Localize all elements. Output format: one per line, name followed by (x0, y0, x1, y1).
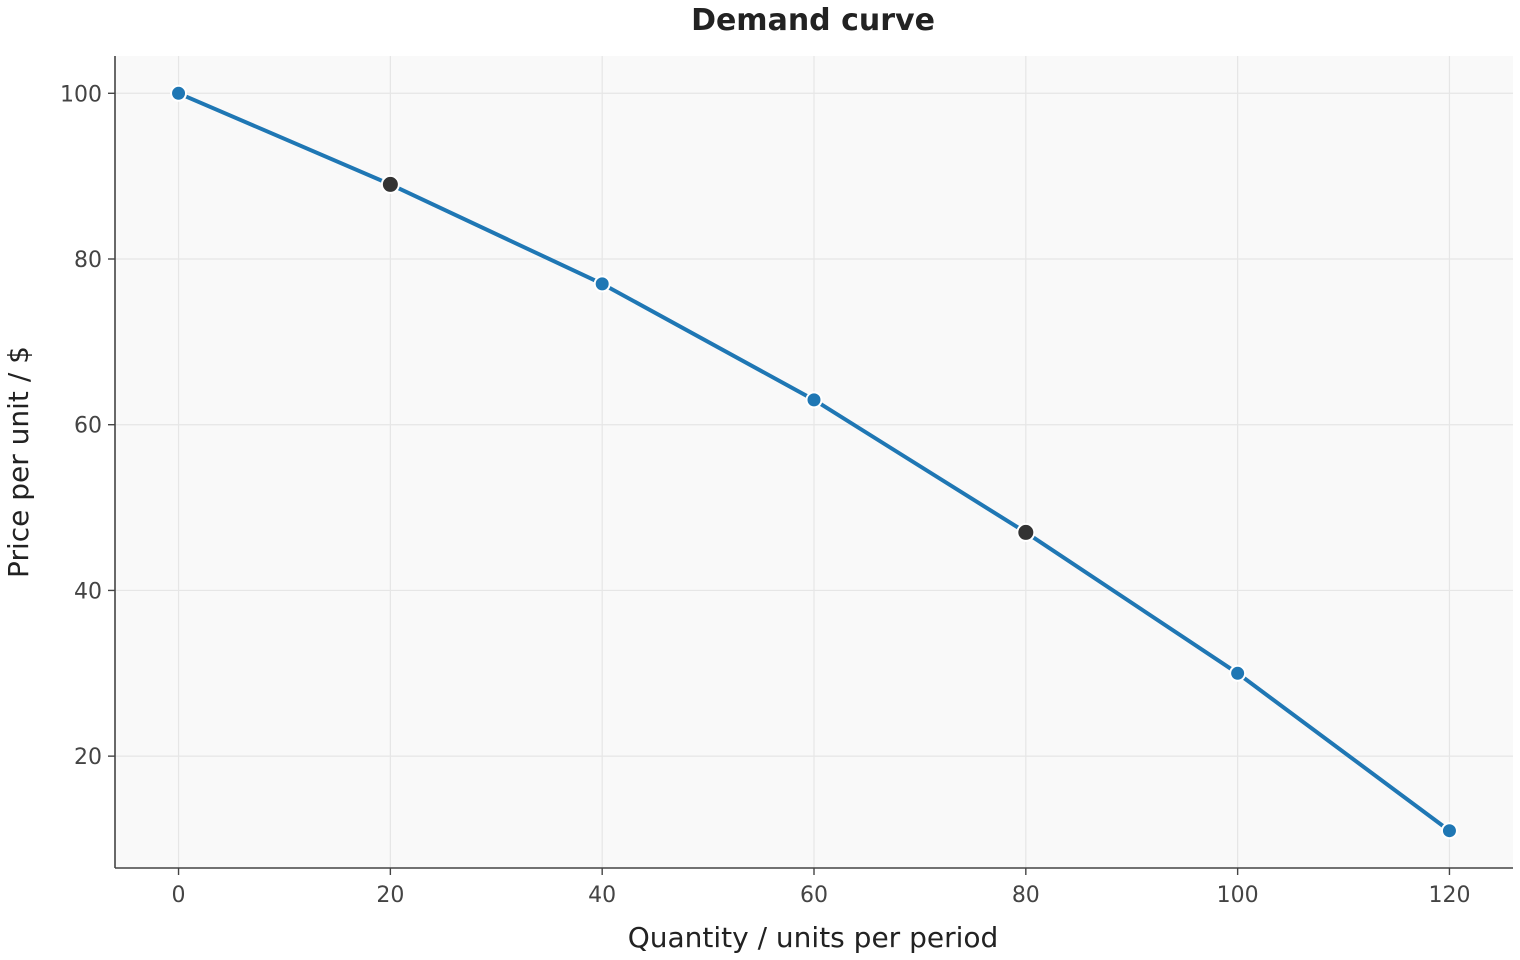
x-axis-label: Quantity / units per period (628, 921, 999, 954)
highlighted-data-point (1016, 522, 1036, 542)
x-tick-label: 80 (1012, 883, 1040, 908)
x-tick-label: 120 (1428, 883, 1470, 908)
x-tick-label: 100 (1217, 883, 1259, 908)
y-tick-label: 20 (74, 745, 102, 770)
x-tick-label: 60 (800, 883, 828, 908)
y-tick-label: 100 (60, 82, 102, 107)
highlighted-data-point (380, 174, 400, 194)
data-point (593, 275, 611, 293)
grid (115, 56, 1513, 868)
data-point (805, 391, 823, 409)
y-tick-label: 80 (74, 248, 102, 273)
series-demand (170, 84, 1458, 840)
y-axis-label: Price per unit / $ (2, 346, 35, 578)
data-point (170, 84, 188, 102)
x-tick-label: 20 (376, 883, 404, 908)
data-point (1440, 822, 1458, 840)
y-tick-label: 40 (74, 579, 102, 604)
axis-ticks: 0 20 40 60 80 100 120 20 40 60 80 100 (60, 82, 1470, 908)
y-tick-label: 60 (74, 414, 102, 439)
chart-title: Demand curve (691, 3, 935, 38)
x-tick-label: 40 (588, 883, 616, 908)
data-point (1229, 664, 1247, 682)
x-tick-label: 0 (172, 883, 186, 908)
